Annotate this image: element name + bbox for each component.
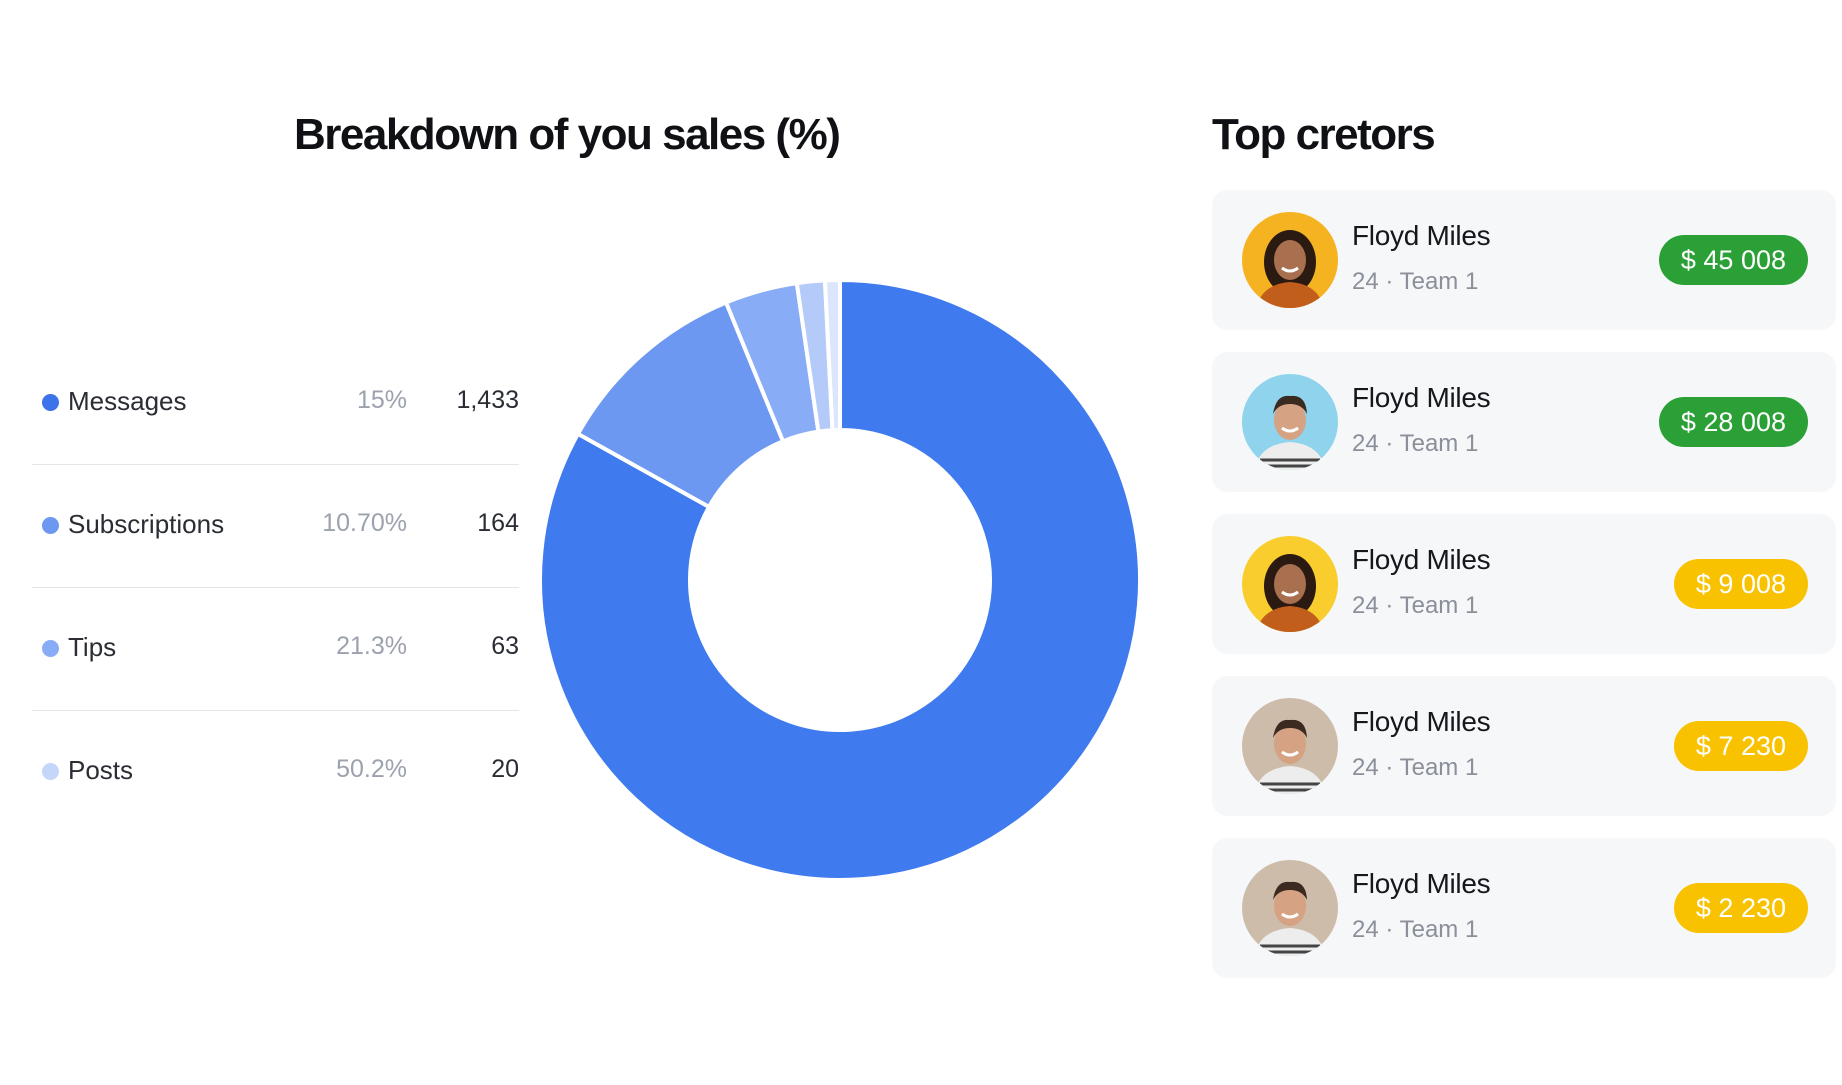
avatar (1242, 536, 1338, 632)
avatar (1242, 698, 1338, 794)
man-avatar-icon (1242, 374, 1338, 470)
creator-earnings-badge: $ 9 008 (1673, 559, 1808, 609)
top-creators-title: Top cretors (1212, 110, 1436, 159)
creator-card[interactable]: Floyd Miles 24 · Team 1 $ 2 230 (1212, 838, 1836, 978)
sales-donut-chart (540, 280, 1140, 880)
legend-label: Tips (68, 632, 117, 662)
legend-row-tips: Tips 21.3% 63 (32, 588, 519, 711)
legend-count: 1,433 (456, 386, 519, 414)
creator-team: 24 · Team 1 (1352, 592, 1479, 619)
creator-earnings-badge: $ 2 230 (1673, 883, 1808, 933)
woman-avatar-icon (1242, 212, 1338, 308)
creator-card[interactable]: Floyd Miles 24 · Team 1 $ 9 008 (1212, 514, 1836, 654)
legend-percent: 21.3% (336, 632, 407, 660)
legend-label: Messages (68, 386, 187, 416)
legend-label: Posts (68, 755, 134, 785)
donut-slice-other (822, 280, 842, 433)
sales-breakdown-title: Breakdown of you sales (%) (294, 110, 841, 159)
creator-name: Floyd Miles (1352, 706, 1491, 737)
legend-row-posts: Posts 50.2% 20 (32, 711, 519, 833)
legend-count: 20 (491, 755, 519, 783)
avatar (1242, 212, 1338, 308)
legend-dot (42, 640, 59, 657)
legend-percent: 15% (356, 386, 407, 414)
creator-earnings-badge: $ 28 008 (1658, 397, 1808, 447)
legend-percent: 50.2% (336, 755, 407, 783)
man-avatar-icon (1242, 698, 1338, 794)
legend-dot (42, 517, 59, 534)
legend-count: 63 (491, 632, 519, 660)
creator-name: Floyd Miles (1352, 382, 1491, 413)
creator-name: Floyd Miles (1352, 868, 1491, 899)
legend-dot (42, 763, 59, 780)
creator-team: 24 · Team 1 (1352, 916, 1479, 943)
creator-card[interactable]: Floyd Miles 24 · Team 1 $ 45 008 (1212, 190, 1836, 330)
creator-earnings-badge: $ 45 008 (1658, 235, 1808, 285)
avatar (1242, 374, 1338, 470)
legend-row-messages: Messages 15% 1,433 (32, 342, 519, 465)
creator-team: 24 · Team 1 (1352, 268, 1479, 295)
legend-count: 164 (477, 509, 519, 537)
sales-legend: Messages 15% 1,433 Subscriptions 10.70% … (32, 342, 519, 833)
creator-name: Floyd Miles (1352, 220, 1491, 251)
woman-avatar-icon (1242, 536, 1338, 632)
creator-team: 24 · Team 1 (1352, 430, 1479, 457)
creator-earnings-badge: $ 7 230 (1673, 721, 1808, 771)
legend-row-subscriptions: Subscriptions 10.70% 164 (32, 465, 519, 588)
top-creators-list: Floyd Miles 24 · Team 1 $ 45 008 Floyd M… (1212, 190, 1836, 1000)
legend-label: Subscriptions (68, 509, 225, 539)
man-avatar-icon (1242, 860, 1338, 956)
creator-team: 24 · Team 1 (1352, 754, 1479, 781)
legend-percent: 10.70% (322, 509, 407, 537)
avatar (1242, 860, 1338, 956)
creator-card[interactable]: Floyd Miles 24 · Team 1 $ 7 230 (1212, 676, 1836, 816)
legend-dot (42, 394, 59, 411)
creator-name: Floyd Miles (1352, 544, 1491, 575)
donut-slice-messages (540, 280, 1140, 880)
creator-card[interactable]: Floyd Miles 24 · Team 1 $ 28 008 (1212, 352, 1836, 492)
